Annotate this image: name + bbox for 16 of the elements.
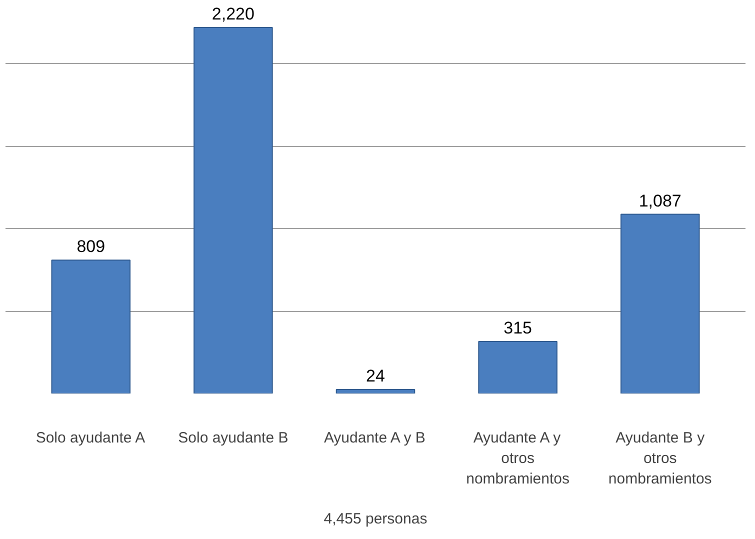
data-label: 315	[504, 318, 532, 338]
bar	[51, 260, 131, 394]
x-axis-title: 4,455 personas	[324, 510, 428, 528]
data-label: 809	[76, 237, 106, 256]
x-tick-label: Solo ayudante B	[178, 430, 288, 446]
bar	[620, 214, 700, 394]
bar	[194, 26, 273, 394]
x-tick-label: Solo ayudante A	[36, 430, 146, 446]
x-tick-label: Ayudante B y otros nombramientos	[608, 430, 712, 488]
data-label: 1,087	[638, 191, 682, 210]
bar	[478, 341, 558, 394]
data-label: 24	[366, 366, 385, 386]
x-tick-label: Ayudante A y B	[324, 430, 426, 446]
x-tick-label: Ayudante A y otros nombramientos	[466, 430, 570, 488]
bar	[336, 389, 416, 394]
data-label: 2,220	[212, 4, 254, 24]
